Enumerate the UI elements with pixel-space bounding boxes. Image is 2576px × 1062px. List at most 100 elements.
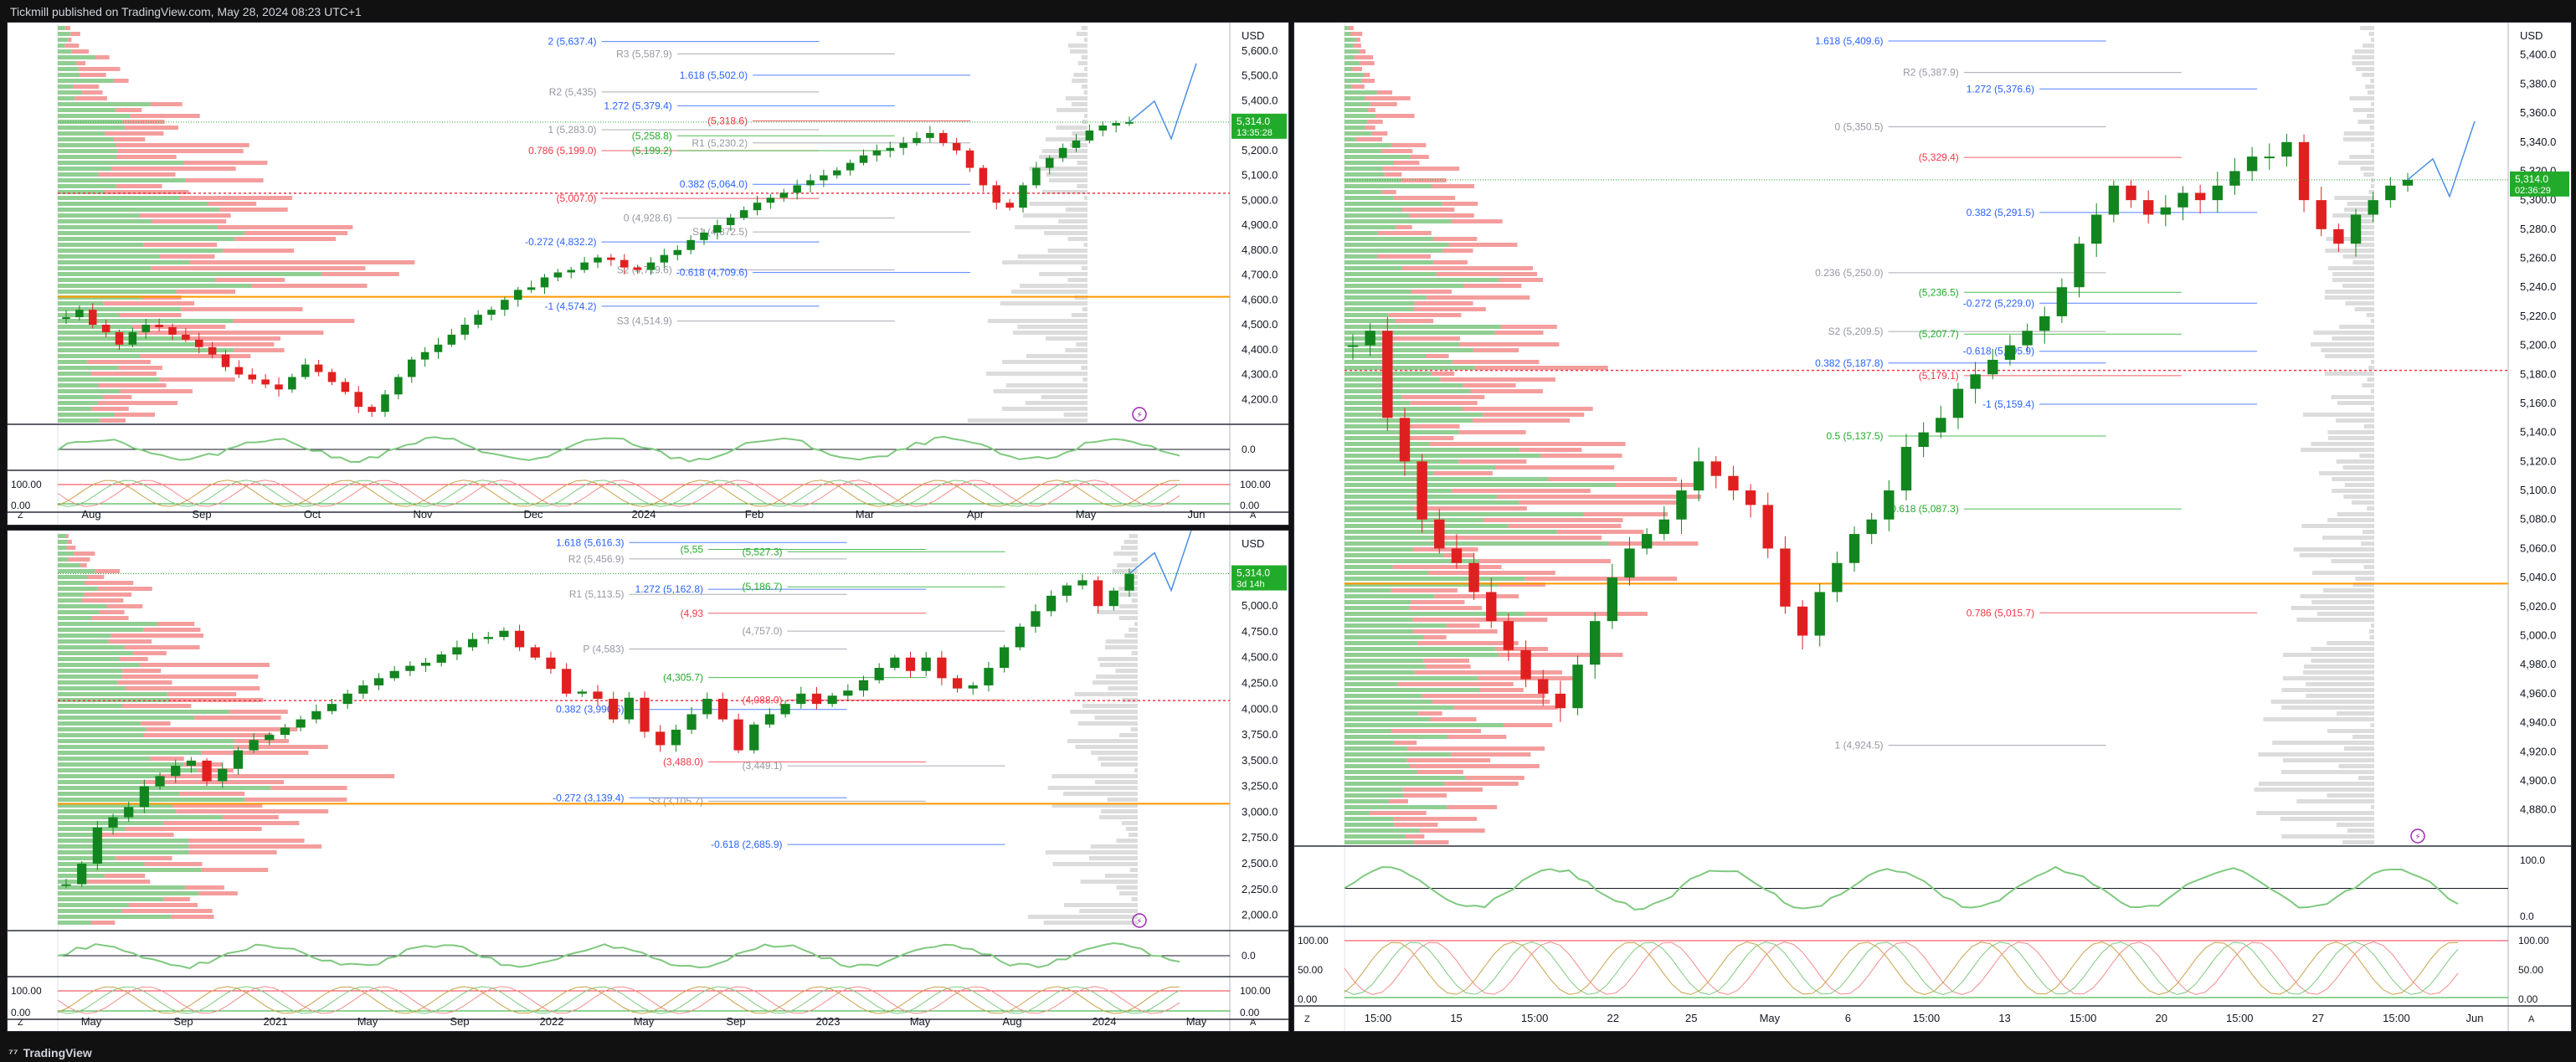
right-volume-bar (2254, 788, 2374, 792)
candle-body (234, 367, 244, 375)
stoch-left-tick-label: 100.00 (11, 479, 42, 490)
volume-bar-up (1345, 647, 1496, 651)
candle-body (780, 704, 790, 715)
candle-body (874, 668, 884, 680)
right-volume-bar (2325, 249, 2374, 253)
chart-panel-daily[interactable]: USD5,600.05,500.05,400.05,300.05,200.05,… (7, 22, 1289, 526)
candle-body (1814, 592, 1825, 636)
right-volume-bar (2360, 167, 2374, 171)
volume-bar-down (176, 809, 329, 813)
volume-bar-up (58, 178, 186, 182)
right-volume-bar (1104, 645, 1138, 649)
volume-bar-down (1410, 155, 1429, 159)
volume-bar-down (138, 331, 324, 335)
time-tick-label: 2024 (632, 508, 656, 521)
lightning-icon-glyph: ⚡ (1136, 917, 1142, 926)
tradingview-logo: ⁷⁷ TradingView (8, 1046, 92, 1059)
right-volume-bar (1076, 342, 1087, 346)
price-tick-label: 3,750.0 (1242, 728, 1278, 741)
volume-bar-up (58, 49, 72, 54)
candle-body (968, 685, 978, 689)
candle-body (208, 346, 217, 355)
volume-bar-up (1345, 483, 1617, 487)
volume-bar-down (1419, 829, 1485, 833)
right-volume-bar (1119, 733, 1138, 737)
volume-profile (58, 534, 1138, 925)
right-volume-bar (1045, 850, 1138, 854)
volume-bar-down (139, 213, 231, 218)
lightning-icon-circle (2410, 829, 2425, 844)
volume-bar-up (1345, 325, 1502, 329)
volume-bar-up (58, 213, 140, 218)
volume-bar-down (157, 622, 195, 626)
level-label: R2 (5,435) (549, 86, 597, 98)
candle-body (820, 175, 828, 181)
volume-bar-down (1414, 301, 1473, 305)
candle-body (1399, 418, 1411, 462)
volume-bar-up (58, 915, 172, 919)
left-margin (8, 531, 58, 1031)
volume-bar-up (1345, 424, 1400, 428)
right-volume-bar (2300, 594, 2374, 598)
volume-bar-up (58, 90, 83, 95)
candle-body (1676, 490, 1687, 520)
right-volume-bar (2336, 418, 2374, 423)
time-tick-label: Mar (856, 508, 875, 521)
right-volume-bar (2270, 700, 2374, 704)
right-volume-bar (2343, 495, 2374, 499)
volume-bar-down (74, 552, 95, 556)
chart-panel-hourly[interactable]: USD 5,400.0 5,380.0 5,360.0 5,340.0 5,320.0 5,… (1293, 22, 2572, 1032)
right-volume-bar (1002, 360, 1087, 364)
level-label: 0.236 (5,250.0) (1815, 267, 1883, 279)
right-volume-bar (2282, 758, 2374, 762)
right-volume-bar (2303, 664, 2374, 669)
volume-bar-down (1540, 454, 1622, 458)
candle-body (1762, 505, 1773, 549)
right-volume-bar (1067, 278, 1087, 282)
level-label: (4,93 (681, 608, 704, 619)
time-tick-label: 13 (1998, 1012, 2010, 1024)
right-volume-bar (1067, 44, 1087, 48)
level-label: 1.272 (5,376.6) (1967, 83, 2034, 95)
volume-bar-down (1376, 90, 1393, 95)
level-label: (5,527.3) (742, 546, 782, 557)
volume-bar-up (58, 354, 140, 358)
candle-body (2402, 179, 2414, 186)
volume-bar-down (128, 903, 198, 907)
right-volume-bar (1099, 663, 1138, 667)
stoch-line (57, 986, 1180, 1014)
time-tick-label: 15:00 (2070, 1012, 2097, 1024)
time-tick-label: May (1760, 1012, 1781, 1024)
time-tick-label: 27 (2312, 1012, 2324, 1024)
time-tick-label: May (910, 1015, 931, 1028)
right-volume-bar (2283, 653, 2374, 657)
volume-bar-down (1370, 102, 1397, 106)
level-label: 1.618 (5,409.6) (1815, 35, 1883, 47)
volume-bar-up (1345, 178, 1401, 182)
volume-bar-up (58, 557, 68, 562)
volume-bar-up (58, 563, 81, 567)
time-tick-label: 15:00 (1521, 1012, 1549, 1024)
volume-bar-down (116, 856, 172, 860)
right-volume-bar (1026, 354, 1087, 358)
volume-bar-up (58, 774, 161, 778)
volume-bar-up (1345, 834, 1406, 839)
candle-body (806, 180, 815, 186)
projection-arrow (2407, 121, 2476, 198)
candle-body (1952, 388, 1964, 418)
right-volume-bar (2311, 647, 2374, 651)
candle-body (373, 678, 384, 685)
volume-bar-up (58, 651, 134, 655)
volume-bar-down (1410, 401, 1478, 405)
candle-body (2281, 141, 2292, 157)
volume-bar-down (270, 786, 347, 790)
volume-bar-down (1440, 377, 1555, 382)
candle-body (843, 690, 853, 696)
level-label: 1.618 (5,616.3) (556, 536, 624, 548)
chart-panel-weekly[interactable]: USD 5,000.0 4,750.0 4,500.0 4,250.0 4,000.0 3,… (7, 530, 1289, 1032)
right-volume-bar (1117, 563, 1138, 567)
current-price-badge (1231, 113, 1287, 139)
oscillator-pane: 100.0 0.0 (1344, 854, 2545, 922)
volume-bar-down (99, 610, 125, 614)
right-volume-bar (2361, 225, 2374, 229)
